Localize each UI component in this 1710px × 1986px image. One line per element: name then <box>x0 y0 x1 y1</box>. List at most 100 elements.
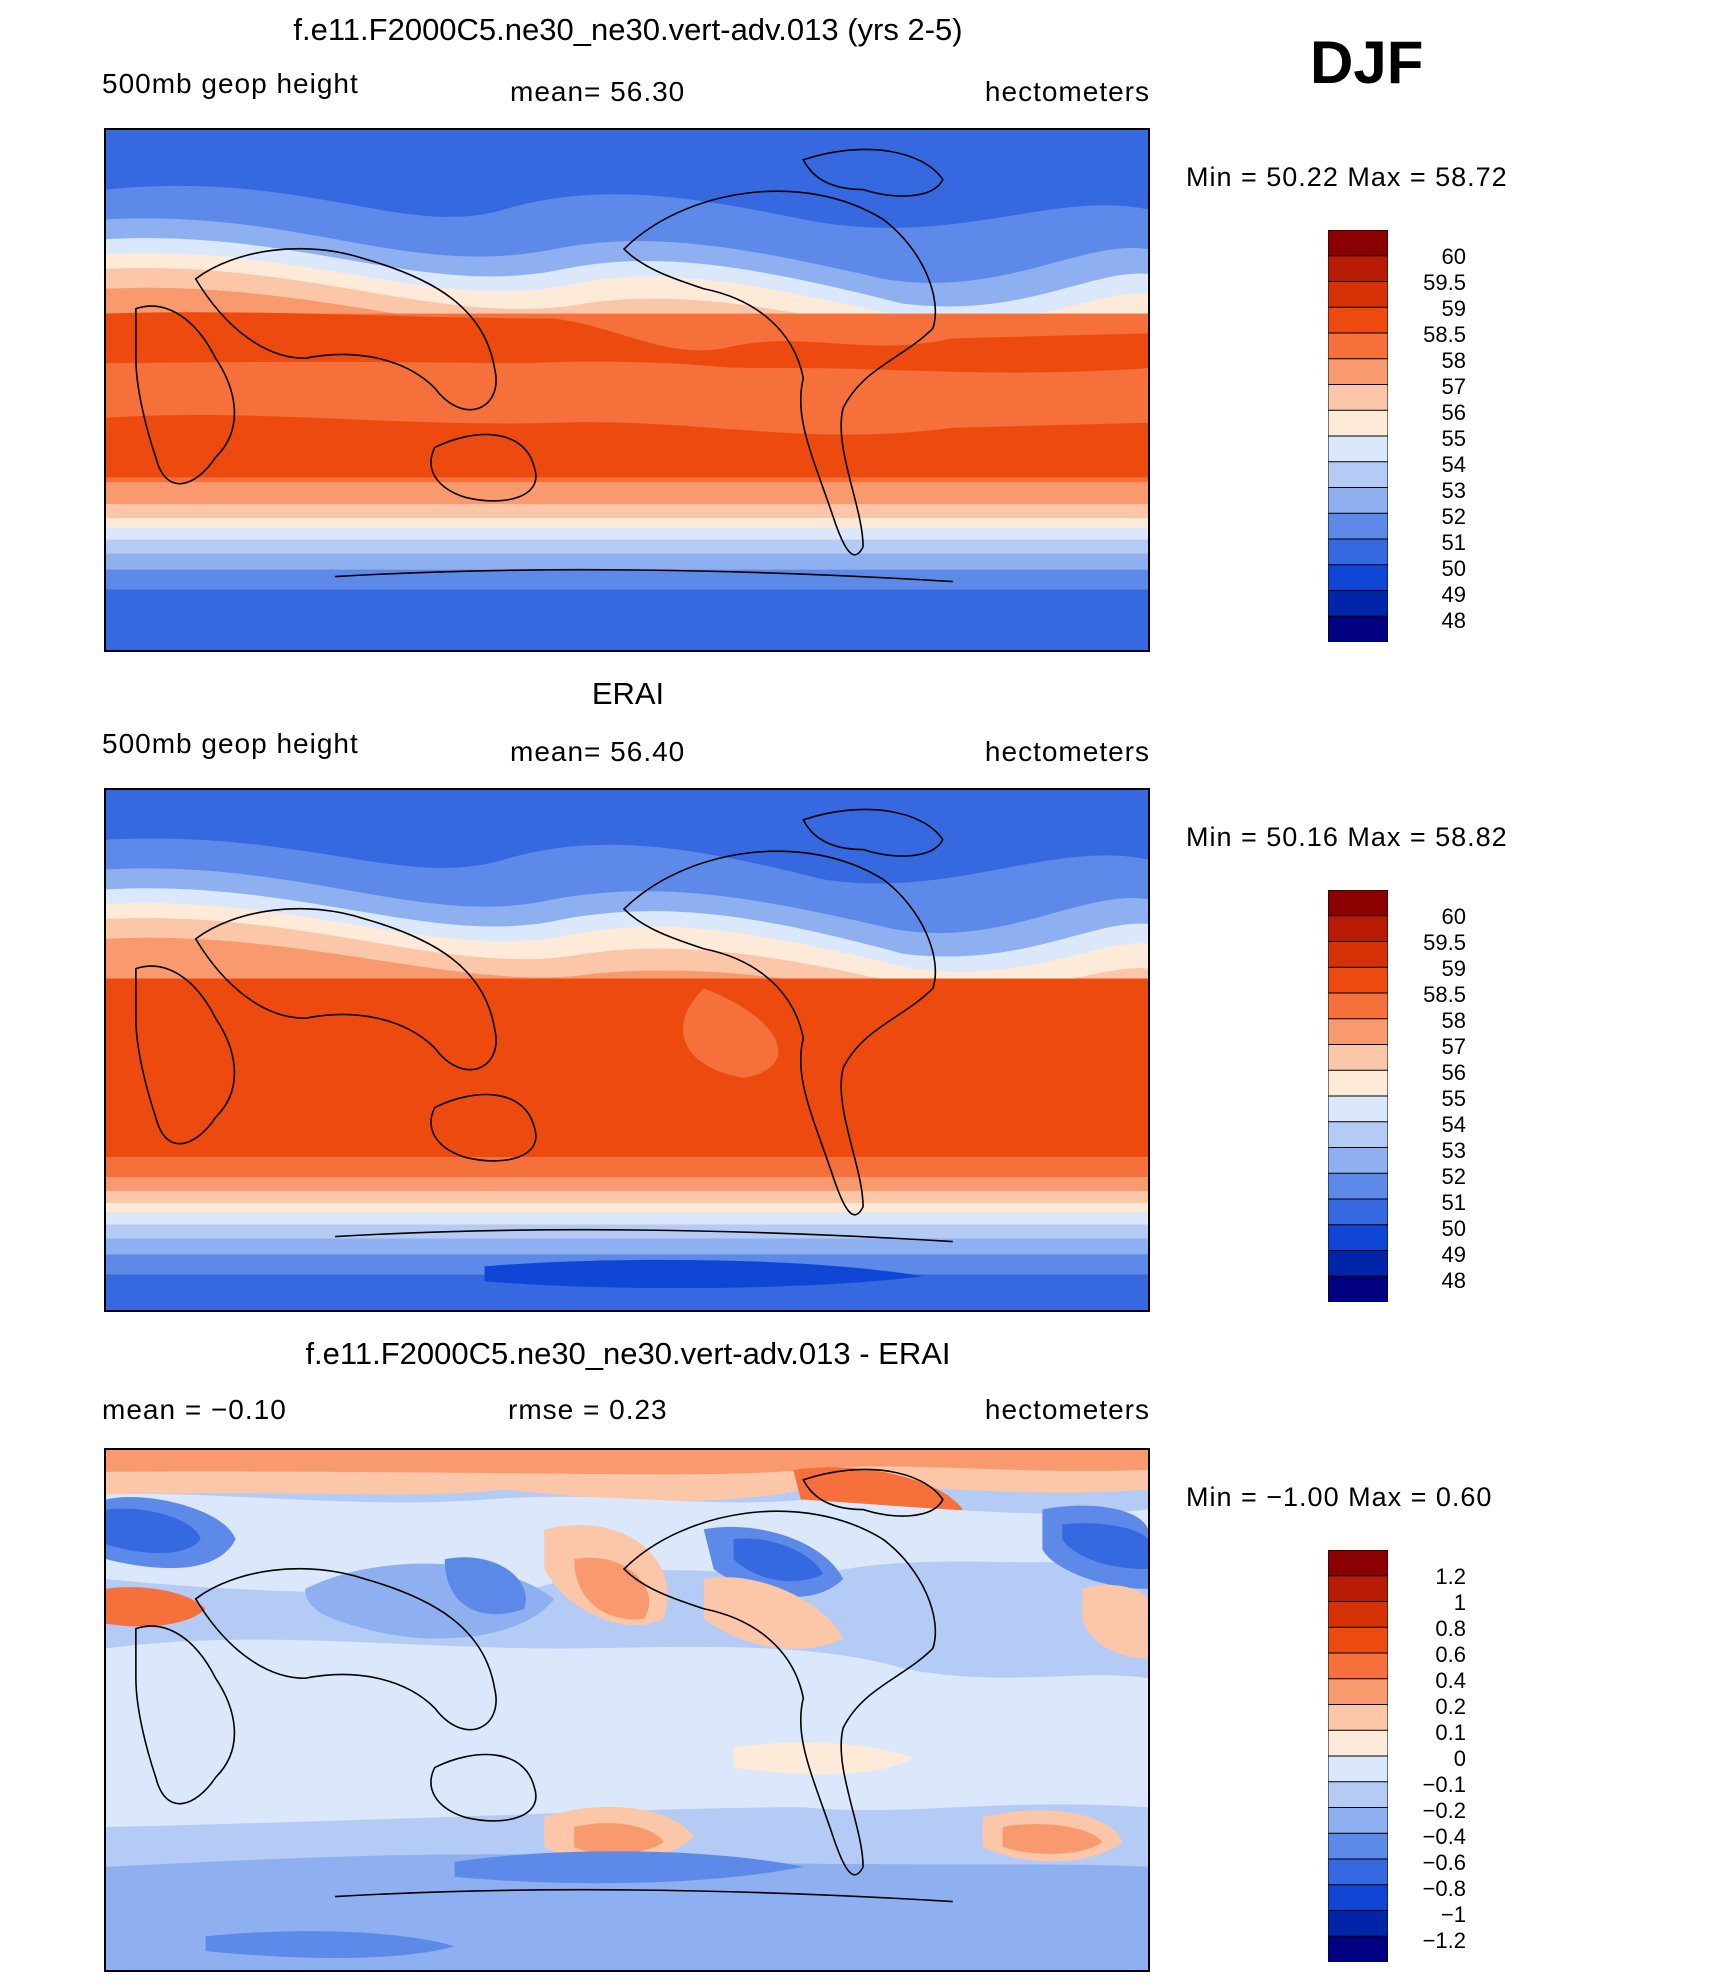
colorbar-swatch <box>1328 538 1388 566</box>
panel2-units-label: hectometers <box>984 736 1150 767</box>
panel2-colorbar <box>1328 890 1388 1302</box>
panel2-colorbar-label: 60 <box>1441 904 1466 929</box>
colorbar-swatch <box>1328 1910 1388 1938</box>
panel1-colorbar-label: 51 <box>1441 530 1466 555</box>
colorbar-swatch <box>1328 281 1388 309</box>
colorbar-swatch <box>1328 992 1388 1020</box>
panel2-colorbar-label: 53 <box>1441 1138 1466 1163</box>
panel3-colorbar-label: −0.2 <box>1422 1798 1466 1823</box>
panel1-colorbar-label: 56 <box>1441 400 1466 425</box>
panel2-colorbar-label: 58.5 <box>1423 982 1466 1007</box>
panel1-colorbar-label: 50 <box>1441 556 1466 581</box>
panel3-colorbar-label: −0.4 <box>1422 1824 1466 1849</box>
colorbar-swatch <box>1328 1575 1388 1603</box>
panel3-colorbar-label: 1.2 <box>1435 1564 1466 1589</box>
panel3-minmax: Min = −1.00 Max = 0.60 <box>1186 1482 1493 1512</box>
panel3-colorbar-label: −1 <box>1440 1902 1466 1927</box>
colorbar-swatch <box>1328 332 1388 360</box>
colorbar-swatch <box>1328 1550 1388 1577</box>
colorbar-swatch <box>1328 590 1388 618</box>
panel2-colorbar-label: 48 <box>1441 1268 1466 1293</box>
panel1-colorbar-label: 58.5 <box>1423 322 1466 347</box>
colorbar-swatch <box>1328 915 1388 943</box>
panel1-colorbar-label: 57 <box>1441 374 1466 399</box>
colorbar-swatch <box>1328 564 1388 592</box>
panel3-colorbar-label: −0.1 <box>1422 1772 1466 1797</box>
panel1-map-field <box>106 130 1148 650</box>
colorbar-swatch <box>1328 1626 1388 1654</box>
panel1-mean-label: mean= 56.30 <box>510 76 686 107</box>
panel1-colorbar-label: 58 <box>1441 348 1466 373</box>
colorbar-swatch <box>1328 1935 1388 1962</box>
panel2-colorbar-label: 50 <box>1441 1216 1466 1241</box>
panel3-colorbar-label: −0.8 <box>1422 1876 1466 1901</box>
panel1-colorbar-label: 48 <box>1441 608 1466 633</box>
colorbar-swatch <box>1328 487 1388 515</box>
panel2-colorbar-label: 59 <box>1441 956 1466 981</box>
colorbar-swatch <box>1328 1832 1388 1860</box>
panel2-minmax: Min = 50.16 Max = 58.82 <box>1186 822 1508 852</box>
colorbar-swatch <box>1328 1044 1388 1072</box>
panel2-colorbar-label: 49 <box>1441 1242 1466 1267</box>
colorbar-swatch <box>1328 1275 1388 1302</box>
panel1-colorbar-label: 52 <box>1441 504 1466 529</box>
panel1-minmax: Min = 50.22 Max = 58.72 <box>1186 162 1508 192</box>
panel3-colorbar-label: 0.1 <box>1435 1720 1466 1745</box>
panel3-map <box>104 1448 1150 1972</box>
panel2-mean-label: mean= 56.40 <box>510 736 686 767</box>
panel1-colorbar-label: 54 <box>1441 452 1466 477</box>
colorbar-swatch <box>1328 890 1388 917</box>
colorbar-swatch <box>1328 435 1388 463</box>
colorbar-swatch <box>1328 1250 1388 1278</box>
panel2-title: ERAI <box>591 676 665 711</box>
panel3-colorbar-label: 0.6 <box>1435 1642 1466 1667</box>
panel3-colorbar-label: −0.6 <box>1422 1850 1466 1875</box>
colorbar-swatch <box>1328 1652 1388 1680</box>
colorbar-swatch <box>1328 1147 1388 1175</box>
colorbar-swatch <box>1328 1678 1388 1706</box>
colorbar-swatch <box>1328 358 1388 386</box>
panel1-map <box>104 128 1150 652</box>
panel1-colorbar-label: 49 <box>1441 582 1466 607</box>
panel3-units-label: hectometers <box>984 1394 1150 1425</box>
colorbar-swatch <box>1328 1729 1388 1757</box>
panel3-colorbar <box>1328 1550 1388 1962</box>
panel1-colorbar-label: 59 <box>1441 296 1466 321</box>
panel1-colorbar-label: 60 <box>1441 244 1466 269</box>
colorbar-swatch <box>1328 1172 1388 1200</box>
panel3-colorbar-swatches <box>1328 1550 1388 1962</box>
colorbar-swatch <box>1328 941 1388 969</box>
colorbar-swatch <box>1328 306 1388 334</box>
panel3-mean-label: mean = −0.10 <box>102 1394 287 1425</box>
panel2-colorbar-label: 58 <box>1441 1008 1466 1033</box>
panel3-colorbar-label: 0.2 <box>1435 1694 1466 1719</box>
colorbar-swatch <box>1328 230 1388 257</box>
panel2-colorbar-label: 59.5 <box>1423 930 1466 955</box>
colorbar-swatch <box>1328 384 1388 412</box>
panel2-colorbar-label: 54 <box>1441 1112 1466 1137</box>
panel1-colorbar-label: 59.5 <box>1423 270 1466 295</box>
panel2-map <box>104 788 1150 1312</box>
panel2-colorbar-label: 57 <box>1441 1034 1466 1059</box>
colorbar-swatch <box>1328 409 1388 437</box>
panel2-colorbar-label: 51 <box>1441 1190 1466 1215</box>
panel3-title: f.e11.F2000C5.ne30_ne30.vert-adv.013 - E… <box>305 1336 951 1371</box>
colorbar-swatch <box>1328 966 1388 994</box>
panel2-colorbar-label: 56 <box>1441 1060 1466 1085</box>
panel1-left-label: 500mb geop height <box>102 68 359 99</box>
colorbar-swatch <box>1328 1704 1388 1732</box>
panel2-colorbar-swatches <box>1328 890 1388 1302</box>
panel1-colorbar <box>1328 230 1388 642</box>
colorbar-swatch <box>1328 1069 1388 1097</box>
panel2-colorbar-label: 52 <box>1441 1164 1466 1189</box>
panel1-units-label: hectometers <box>984 76 1150 107</box>
panel1-colorbar-label: 55 <box>1441 426 1466 451</box>
panel3-colorbar-label: 0.8 <box>1435 1616 1466 1641</box>
panel3-map-field <box>106 1450 1148 1970</box>
colorbar-swatch <box>1328 512 1388 540</box>
panel2-colorbar-label: 55 <box>1441 1086 1466 1111</box>
colorbar-swatch <box>1328 1121 1388 1149</box>
colorbar-swatch <box>1328 1781 1388 1809</box>
colorbar-swatch <box>1328 1018 1388 1046</box>
panel3-colorbar-label: −1.2 <box>1422 1928 1466 1953</box>
